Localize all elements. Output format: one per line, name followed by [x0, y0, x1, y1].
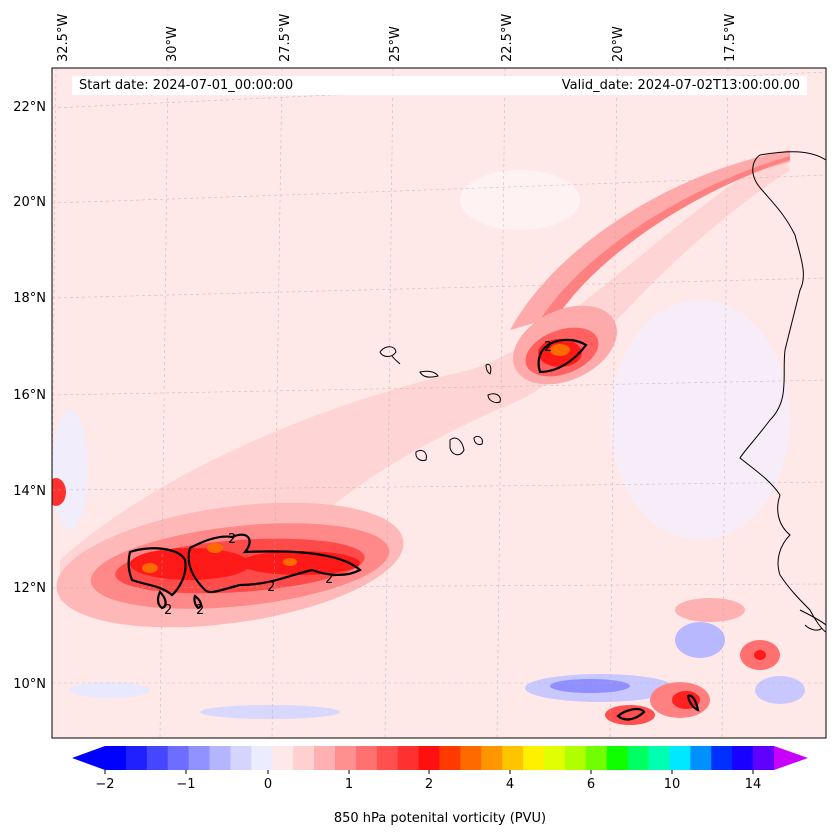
- colorbar: −2 −1 0 1 2 4 6 10 14 850 hPa potenital vorticit…: [72, 746, 808, 826]
- contour-labels: 2 2 2 2 2 2: [164, 340, 552, 618]
- latitude-labels: 22°N 20°N 18°N 16°N 14°N 12°N 10°N: [13, 100, 46, 692]
- pv-streak-west: [52, 478, 404, 628]
- island: [379, 346, 397, 357]
- colorbar-cell: [481, 746, 503, 770]
- colorbar-cell: [105, 746, 127, 770]
- colorbar-cell: [648, 746, 670, 770]
- colorbar-cell: [732, 746, 754, 770]
- lon-label: 30°W: [165, 26, 180, 62]
- colorbar-cell: [523, 746, 545, 770]
- colorbar-cell: [355, 746, 378, 770]
- coastline: [379, 151, 826, 633]
- colorbar-tick-label: 1: [345, 777, 353, 792]
- colorbar-cell: [334, 746, 357, 770]
- lon-label: 22.5°W: [500, 14, 515, 62]
- colorbar-cells: [105, 746, 775, 770]
- pv-2-contours: [127, 338, 700, 721]
- colorbar-cell: [544, 746, 566, 770]
- colorbar-cell: [502, 746, 524, 770]
- colorbar-min-arrow: [72, 746, 105, 770]
- colorbar-cell: [188, 746, 211, 770]
- lon-label: 32.5°W: [56, 14, 71, 62]
- valid-date-text: Valid_date: 2024-07-02T13:00:00.00: [561, 78, 800, 93]
- colorbar-tick-label: 4: [506, 777, 514, 792]
- lat-label: 20°N: [13, 195, 46, 210]
- colorbar-cell: [753, 746, 775, 770]
- colorbar-cell: [209, 746, 231, 770]
- colorbar-label: 850 hPa potenital vorticity (PVU): [334, 811, 546, 826]
- colorbar-tick-label: −2: [95, 777, 114, 792]
- colorbar-tick-label: 0: [264, 777, 272, 792]
- pv-field: 2 2 2 2 2 2: [52, 68, 826, 738]
- contour-label: 2: [544, 340, 552, 355]
- contour-label: 2: [164, 603, 172, 618]
- graticule: [52, 68, 826, 738]
- colorbar-cell: [460, 746, 482, 770]
- colorbar-tick-label: 2: [425, 777, 433, 792]
- colorbar-cell: [167, 746, 190, 770]
- colorbar-cell: [627, 746, 650, 770]
- start-date-text: Start date: 2024-07-01_00:00:00: [79, 78, 294, 93]
- colorbar-cell: [376, 746, 399, 770]
- contour-label: 2: [196, 603, 204, 618]
- info-bar: Start date: 2024-07-01_00:00:00 Valid_da…: [72, 76, 807, 95]
- colorbar-cell: [439, 746, 461, 770]
- colorbar-tick-label: 14: [745, 777, 762, 792]
- colorbar-cell: [314, 746, 336, 770]
- colorbar-cell: [272, 746, 294, 770]
- map-frame: [51, 67, 827, 739]
- contour-label: 2: [325, 572, 333, 587]
- contour-label: 2: [228, 532, 236, 547]
- lat-label: 16°N: [13, 388, 46, 403]
- lat-label: 12°N: [13, 581, 46, 596]
- colorbar-ticks: −2 −1 0 1 2 4 6 10 14: [95, 770, 761, 792]
- lat-label: 18°N: [13, 291, 46, 306]
- lat-label: 14°N: [13, 484, 46, 499]
- lon-label: 25°W: [388, 26, 403, 62]
- colorbar-tick-label: −1: [176, 777, 195, 792]
- lat-label: 10°N: [13, 677, 46, 692]
- lat-label: 22°N: [13, 100, 46, 115]
- lon-label: 27.5°W: [278, 14, 293, 62]
- colorbar-cell: [564, 746, 587, 770]
- longitude-labels: 32.5°W 30°W 27.5°W 25°W 22.5°W 20°W 17.5…: [56, 14, 738, 62]
- colorbar-cell: [146, 746, 169, 770]
- colorbar-tick-label: 6: [587, 777, 595, 792]
- colorbar-tick-label: 10: [664, 777, 681, 792]
- colorbar-cell: [669, 746, 691, 770]
- colorbar-cell: [251, 746, 273, 770]
- colorbar-cell: [606, 746, 629, 770]
- colorbar-cell: [230, 746, 252, 770]
- colorbar-max-arrow: [774, 746, 808, 770]
- contour-label: 2: [267, 580, 275, 595]
- colorbar-cell: [690, 746, 712, 770]
- colorbar-cell: [585, 746, 608, 770]
- colorbar-cell: [711, 746, 733, 770]
- lon-label: 20°W: [611, 26, 626, 62]
- colorbar-cell: [293, 746, 315, 770]
- lon-label: 17.5°W: [723, 14, 738, 62]
- colorbar-cell: [397, 746, 420, 770]
- colorbar-cell: [125, 746, 148, 770]
- colorbar-cell: [418, 746, 440, 770]
